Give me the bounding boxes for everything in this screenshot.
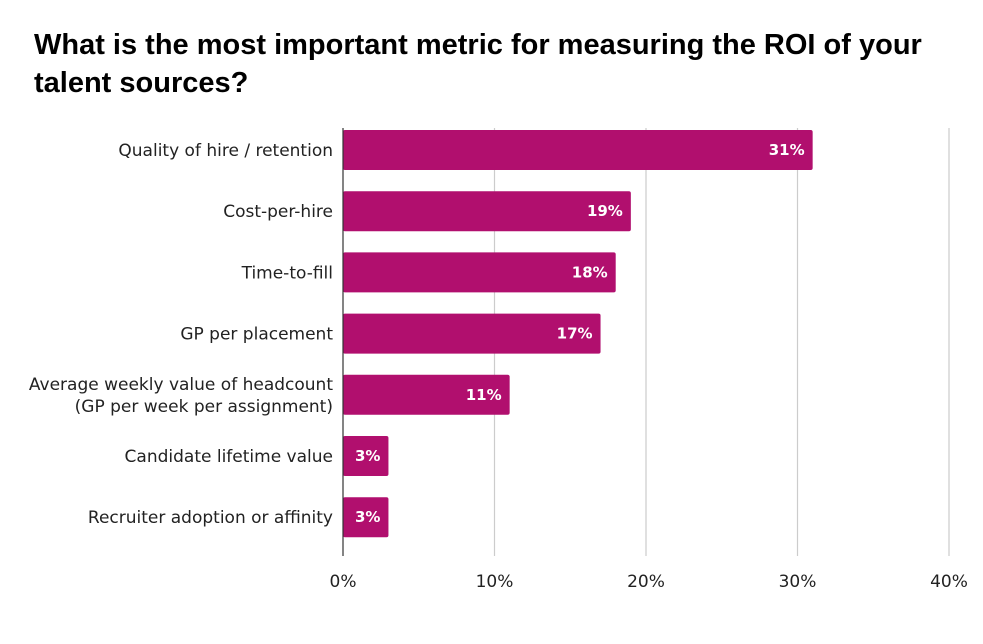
data-label: 3% bbox=[355, 508, 380, 526]
data-label: 31% bbox=[769, 141, 805, 159]
category-label: Recruiter adoption or affinity bbox=[88, 508, 333, 528]
bar bbox=[343, 191, 631, 232]
data-label: 17% bbox=[557, 325, 593, 343]
data-label: 3% bbox=[355, 447, 380, 465]
category-label: Time-to-fill bbox=[241, 263, 333, 283]
x-tick-label: 0% bbox=[330, 572, 357, 592]
x-tick-label: 20% bbox=[627, 572, 665, 592]
bar bbox=[343, 313, 601, 354]
x-tick-label: 30% bbox=[779, 572, 817, 592]
category-label: Quality of hire / retention bbox=[118, 141, 333, 161]
data-label: 19% bbox=[587, 202, 623, 220]
category-label: Candidate lifetime value bbox=[125, 447, 333, 467]
chart-title: What is the most important metric for me… bbox=[34, 29, 922, 99]
data-label: 11% bbox=[466, 386, 502, 404]
data-label: 18% bbox=[572, 263, 608, 281]
bar bbox=[343, 374, 510, 415]
category-label: Average weekly value of headcount (GP per… bbox=[29, 375, 333, 417]
bar bbox=[343, 252, 616, 293]
category-label: GP per placement bbox=[180, 325, 333, 345]
x-tick-label: 10% bbox=[476, 572, 514, 592]
bar bbox=[343, 130, 813, 170]
x-tick-label: 40% bbox=[930, 572, 968, 592]
category-label: Cost-per-hire bbox=[223, 202, 333, 222]
bar bbox=[343, 436, 389, 476]
bar bbox=[343, 497, 389, 538]
